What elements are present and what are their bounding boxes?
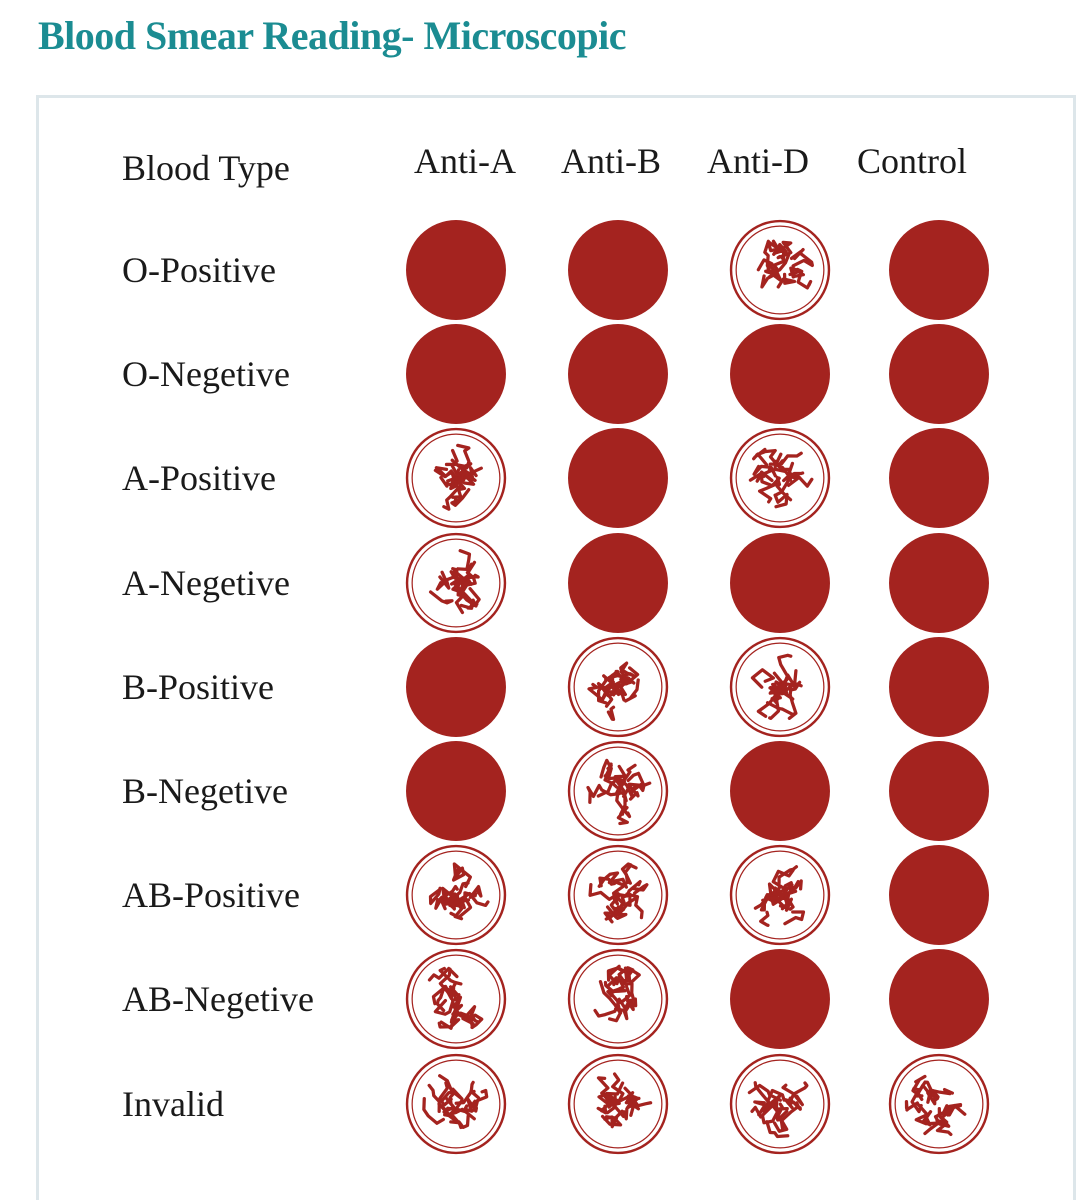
column-header-anti-a: Anti-A xyxy=(414,141,516,181)
clumped-drop-icon-invalid-anti-b xyxy=(567,1053,669,1155)
row-label-o-positive: O-Positive xyxy=(122,250,277,290)
row-label-invalid: Invalid xyxy=(122,1083,224,1124)
smooth-drop-icon-o-positive-anti-a xyxy=(405,219,507,321)
clumped-drop-icon-b-negetive-anti-b xyxy=(567,740,669,842)
clumped-drop-icon-a-positive-anti-d xyxy=(729,427,831,529)
clumped-drop-icon-ab-positive-anti-b xyxy=(567,844,669,946)
clumped-drop-icon-b-positive-anti-d xyxy=(729,636,831,738)
smooth-drop-icon-b-positive-anti-a xyxy=(405,636,507,738)
clumped-drop-icon-ab-negetive-anti-a xyxy=(405,948,507,1050)
column-header-anti-d: Anti-D xyxy=(707,141,809,181)
smooth-drop-icon-o-negetive-control xyxy=(888,323,990,425)
smooth-drop-icon-ab-negetive-control xyxy=(888,948,990,1050)
smooth-drop-icon-a-negetive-anti-d xyxy=(729,532,831,634)
clumped-drop-icon-ab-positive-anti-a xyxy=(405,844,507,946)
clumped-drop-icon-b-positive-anti-b xyxy=(567,636,669,738)
row-label-o-negetive: O-Negetive xyxy=(122,354,290,395)
clumped-drop-icon-a-positive-anti-a xyxy=(405,427,507,529)
smooth-drop-icon-o-negetive-anti-a xyxy=(405,323,507,425)
smooth-drop-icon-b-negetive-anti-a xyxy=(405,740,507,842)
row-label-b-positive: B-Positive xyxy=(122,666,275,707)
clumped-drop-icon-ab-negetive-anti-b xyxy=(567,948,669,1050)
clumped-drop-icon-o-positive-anti-d xyxy=(729,219,831,321)
smooth-drop-icon-o-negetive-anti-b xyxy=(567,323,669,425)
smooth-drop-icon-o-positive-anti-b xyxy=(567,219,669,321)
row-label-a-positive: A-Positive xyxy=(122,458,277,499)
smooth-drop-icon-a-positive-anti-b xyxy=(567,427,669,529)
smooth-drop-icon-b-positive-control xyxy=(888,636,990,738)
smooth-drop-icon-a-negetive-anti-b xyxy=(567,532,669,634)
smooth-drop-icon-b-negetive-anti-d xyxy=(729,740,831,842)
clumped-drop-icon-invalid-control xyxy=(888,1053,990,1155)
row-label-b-negetive: B-Negetive xyxy=(122,771,288,811)
smooth-drop-icon-a-positive-control xyxy=(888,427,990,529)
row-header-blood-type: Blood Type xyxy=(122,148,290,188)
smooth-drop-icon-b-negetive-control xyxy=(888,740,990,842)
column-header-control: Control xyxy=(856,141,968,181)
page-title: Blood Smear Reading- Microscopic xyxy=(38,13,627,58)
smooth-drop-icon-o-negetive-anti-d xyxy=(729,323,831,425)
smooth-drop-icon-a-negetive-control xyxy=(888,532,990,634)
smooth-drop-icon-o-positive-control xyxy=(888,219,990,321)
clumped-drop-icon-a-negetive-anti-a xyxy=(405,532,507,634)
row-label-ab-negetive: AB-Negetive xyxy=(122,979,314,1020)
clumped-drop-icon-invalid-anti-d xyxy=(729,1053,831,1155)
smooth-drop-icon-ab-negetive-anti-d xyxy=(729,948,831,1050)
clumped-drop-icon-invalid-anti-a xyxy=(405,1053,507,1155)
smooth-drop-icon-ab-positive-control xyxy=(888,844,990,946)
row-label-ab-positive: AB-Positive xyxy=(122,875,301,916)
clumped-drop-icon-ab-positive-anti-d xyxy=(729,844,831,946)
column-header-anti-b: Anti-B xyxy=(560,141,662,181)
row-label-a-negetive: A-Negetive xyxy=(122,562,290,603)
